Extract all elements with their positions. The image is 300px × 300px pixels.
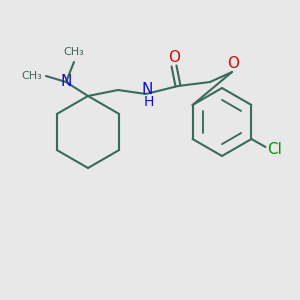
Text: O: O	[168, 50, 180, 64]
Text: CH₃: CH₃	[22, 71, 42, 81]
Text: H: H	[144, 95, 154, 109]
Text: CH₃: CH₃	[64, 47, 84, 57]
Text: N: N	[141, 82, 153, 98]
Text: Cl: Cl	[267, 142, 282, 158]
Text: N: N	[60, 74, 72, 89]
Text: O: O	[227, 56, 239, 71]
